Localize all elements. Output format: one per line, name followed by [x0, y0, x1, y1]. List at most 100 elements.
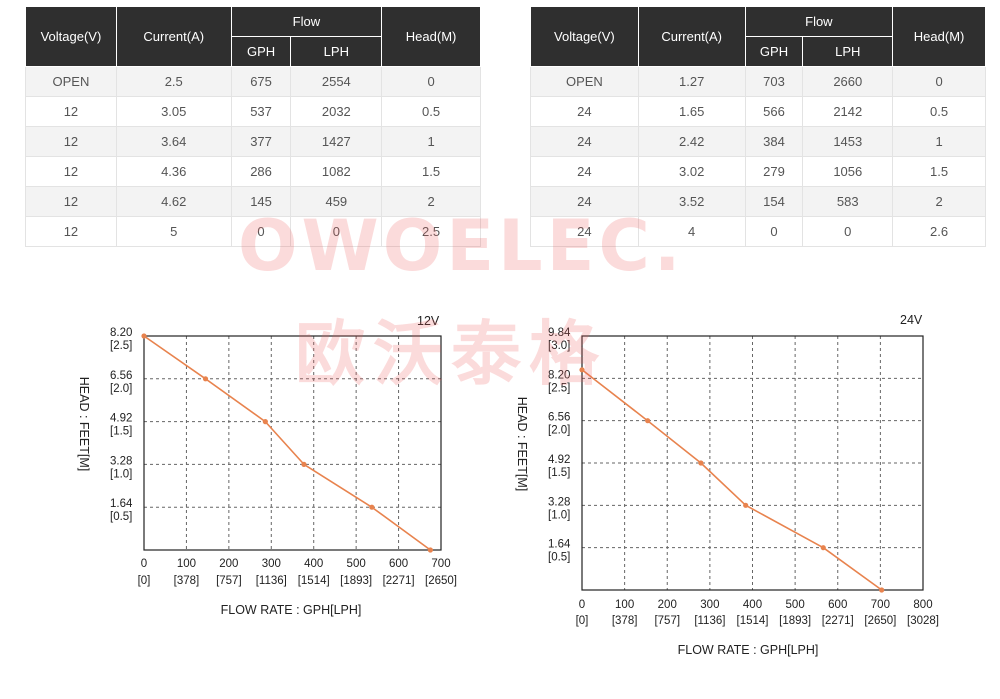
y-tick-sublabel: [2.5]: [548, 382, 570, 394]
x-tick-sublabel: [1136]: [256, 575, 287, 587]
cell-gph: 566: [744, 96, 804, 127]
table-row: 24 3.52 154 583 2: [530, 186, 986, 217]
series-line: [143, 335, 431, 551]
y-tick-sublabel: [3.0]: [548, 340, 570, 352]
header-gph: GPH: [230, 36, 292, 67]
cell-gph: 154: [744, 186, 804, 217]
y-tick-sublabel: [2.0]: [110, 383, 132, 395]
y-tick-label: 9.84: [548, 327, 571, 339]
data-point: [202, 376, 209, 382]
x-tick-label: 400: [304, 558, 323, 570]
cell-current: 3.02: [637, 156, 746, 187]
header-lph: LPH: [802, 36, 894, 67]
cell-voltage: 12: [25, 126, 117, 157]
header-head: Head(M): [892, 6, 986, 67]
chart-title: 24V: [900, 313, 923, 327]
cell-gph: 0: [744, 216, 804, 247]
header-current: Current(A): [115, 6, 232, 67]
y-tick-label: 3.28: [548, 496, 570, 508]
table-row: 24 4 0 0 2.6: [530, 216, 986, 247]
x-tick-sublabel: [1514]: [737, 615, 769, 627]
x-tick-label: 100: [615, 599, 634, 611]
cell-voltage: OPEN: [25, 66, 117, 97]
x-tick-label: 400: [743, 599, 762, 611]
y-tick-label: 4.92: [110, 413, 132, 425]
cell-voltage: 24: [530, 186, 639, 217]
cell-lph: 1453: [802, 126, 894, 157]
cell-gph: 279: [744, 156, 804, 187]
cell-head: 2: [381, 186, 481, 217]
cell-voltage: 24: [530, 96, 639, 127]
spec-table-12v: Voltage(V) Current(A) Flow Head(M) GPH L…: [25, 6, 481, 247]
table-row: OPEN 1.27 703 2660 0: [530, 66, 986, 97]
x-tick-label: 0: [579, 599, 585, 611]
data-point: [743, 502, 749, 508]
data-point: [820, 545, 826, 551]
y-tick-sublabel: [1.0]: [110, 468, 132, 480]
y-tick-sublabel: [2.5]: [110, 340, 132, 352]
y-tick-sublabel: [0.5]: [110, 511, 132, 523]
cell-lph: 2554: [290, 66, 383, 97]
cell-current: 5: [115, 216, 232, 247]
data-point: [879, 587, 885, 593]
cell-current: 3.52: [637, 186, 746, 217]
cell-current: 4.62: [115, 186, 232, 217]
y-tick-sublabel: [1.0]: [548, 509, 570, 521]
cell-current: 2.42: [637, 126, 746, 157]
cell-voltage: 12: [25, 186, 117, 217]
cell-lph: 2660: [802, 66, 894, 97]
y-tick-sublabel: [1.5]: [110, 426, 132, 438]
data-point: [369, 504, 375, 510]
y-tick-sublabel: [2.0]: [548, 425, 570, 437]
x-tick-sublabel: [2650]: [425, 575, 457, 587]
cell-gph: 675: [230, 66, 292, 97]
cell-voltage: 12: [25, 216, 117, 247]
cell-voltage: 12: [25, 96, 117, 127]
cell-voltage: OPEN: [530, 66, 639, 97]
x-tick-sublabel: [1136]: [694, 615, 725, 627]
y-tick-label: 8.20: [110, 327, 132, 339]
x-tick-label: 500: [786, 599, 805, 611]
x-tick-sublabel: [2271]: [822, 615, 854, 627]
y-tick-label: 4.92: [548, 454, 570, 466]
header-head: Head(M): [381, 6, 481, 67]
x-tick-label: 300: [262, 558, 281, 570]
table-body-24v: OPEN 1.27 703 2660 0 24 1.65 566 2142 0.5 24 2.42 38…: [530, 66, 986, 247]
x-tick-sublabel: [2650]: [864, 615, 896, 627]
cell-head: 1.5: [381, 156, 481, 187]
header-voltage: Voltage(V): [530, 6, 639, 67]
cell-head: 1: [381, 126, 481, 157]
y-tick-label: 6.56: [548, 412, 570, 424]
header-current: Current(A): [637, 6, 746, 67]
cell-head: 1: [892, 126, 986, 157]
x-axis-label: FLOW RATE : GPH[LPH]: [678, 643, 819, 657]
cell-head: 0.5: [892, 96, 986, 127]
cell-head: 0: [381, 66, 481, 97]
cell-head: 2.6: [892, 216, 986, 247]
cell-lph: 0: [802, 216, 894, 247]
x-axis-label: FLOW RATE : GPH[LPH]: [221, 603, 362, 617]
spec-table-24v: Voltage(V) Current(A) Flow Head(M) GPH L…: [530, 6, 986, 247]
table-row: 24 2.42 384 1453 1: [530, 126, 986, 157]
cell-head: 2.5: [381, 216, 481, 247]
x-tick-label: 500: [347, 558, 366, 570]
cell-current: 4: [637, 216, 746, 247]
cell-head: 2: [892, 186, 986, 217]
cell-lph: 1082: [290, 156, 383, 187]
cell-lph: 1427: [290, 126, 383, 157]
cell-head: 0: [892, 66, 986, 97]
table-body-12v: OPEN 2.5 675 2554 0 12 3.05 537 2032 0.5 12 3.64 377…: [25, 66, 481, 247]
data-point: [698, 460, 704, 466]
header-lph: LPH: [290, 36, 383, 67]
x-tick-sublabel: [1893]: [340, 575, 372, 587]
y-tick-label: 1.64: [110, 498, 133, 510]
table-row: 12 5 0 0 2.5: [25, 216, 481, 247]
x-tick-sublabel: [0]: [138, 575, 151, 587]
x-tick-sublabel: [378]: [612, 615, 638, 627]
x-tick-label: 0: [141, 558, 147, 570]
plot-frame: [581, 335, 924, 591]
x-tick-label: 200: [219, 558, 238, 570]
x-tick-sublabel: [378]: [174, 575, 200, 587]
x-tick-sublabel: [757]: [654, 615, 680, 627]
cell-lph: 459: [290, 186, 383, 217]
